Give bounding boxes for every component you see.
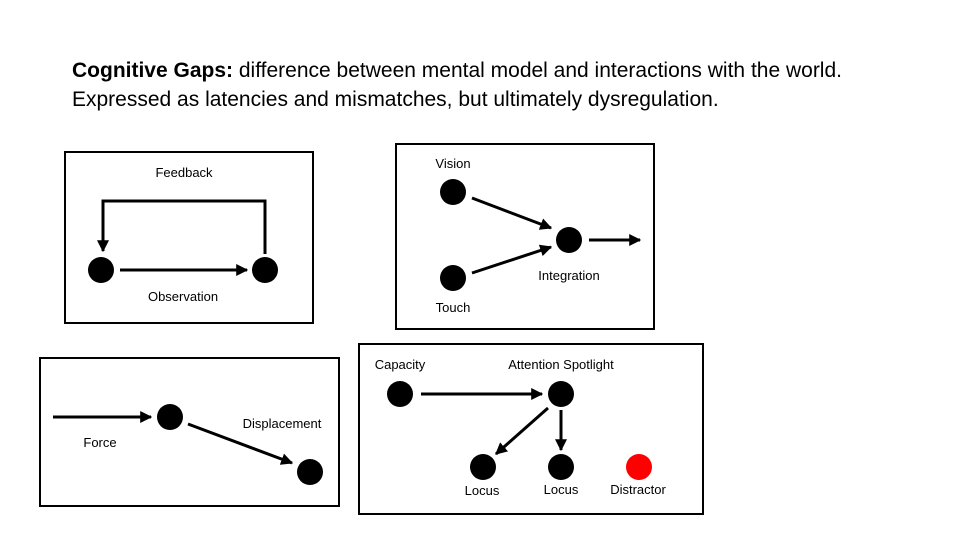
touch-node: [440, 265, 466, 291]
integration-node: [556, 227, 582, 253]
vision-node: [440, 179, 466, 205]
spotlight-node: [548, 381, 574, 407]
heading-rest: difference between mental model and inte…: [233, 59, 842, 82]
displaced-node: [297, 459, 323, 485]
distractor-node: [626, 454, 652, 480]
slide-heading: Cognitive Gaps: difference between menta…: [72, 56, 932, 114]
touch-label: Touch: [435, 300, 471, 315]
spotlight-label: Attention Spotlight: [508, 357, 614, 372]
feedback-diagram: [88, 199, 278, 283]
heading-line-2: Expressed as latencies and mismatches, b…: [72, 88, 719, 111]
touch-arrow: [471, 244, 553, 275]
capacity-label: Capacity: [374, 357, 426, 372]
observer-node: [88, 257, 114, 283]
distractor-label: Distractor: [610, 482, 666, 497]
panel-feedback: [64, 151, 314, 324]
locus-node-2: [548, 454, 574, 480]
locus-label-2: Locus: [543, 482, 579, 497]
vision-label: Vision: [435, 156, 471, 171]
displacement-arrow: [187, 422, 294, 465]
integration-label: Integration: [538, 268, 600, 283]
displacement-label: Displacement: [242, 416, 322, 431]
feedback-arrow: [97, 199, 267, 254]
attention-diagram: [387, 381, 652, 480]
heading-bold: Cognitive Gaps:: [72, 59, 234, 82]
mass-node: [157, 404, 183, 430]
locus-1-arrow: [495, 406, 549, 456]
capacity-node: [387, 381, 413, 407]
panel-integration: [395, 143, 655, 330]
vision-arrow: [471, 196, 553, 230]
integration-diagram: [440, 179, 642, 291]
target-node: [252, 257, 278, 283]
panel-attention: [358, 343, 704, 515]
locus-label-1: Locus: [464, 483, 500, 498]
force-label: Force: [83, 435, 117, 450]
observation-label: Observation: [147, 289, 219, 304]
locus-node-1: [470, 454, 496, 480]
force-diagram: [53, 404, 323, 485]
panel-force: [39, 357, 340, 507]
feedback-label: Feedback: [155, 165, 213, 180]
